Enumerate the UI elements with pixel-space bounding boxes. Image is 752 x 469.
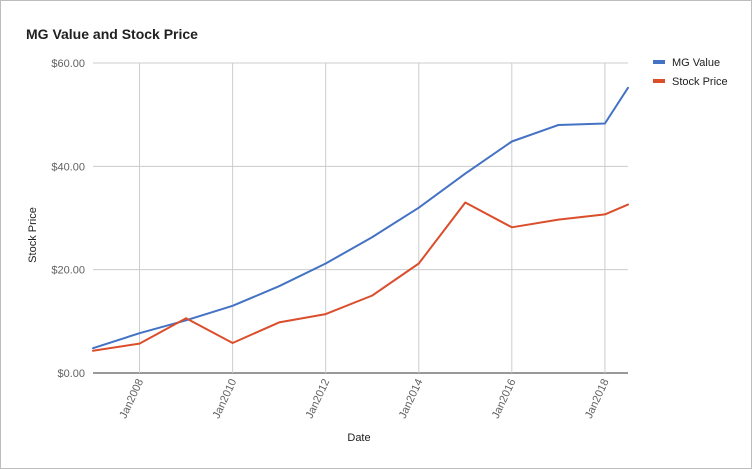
y-tick-label: $0.00 <box>57 368 85 380</box>
x-axis-label: Date <box>347 432 370 444</box>
x-tick-label: Jan2012 <box>304 377 333 420</box>
legend-label-mg-value: MG Value <box>672 57 720 69</box>
series-lines <box>92 86 629 352</box>
y-axis-ticks: $0.00 $20.00 $40.00 $60.00 <box>51 58 85 380</box>
legend-swatch-stock-price <box>653 79 665 83</box>
chart-title: MG Value and Stock Price <box>26 26 198 42</box>
x-tick-label: Jan2018 <box>583 377 612 420</box>
y-tick-label: $60.00 <box>51 58 85 70</box>
gridlines <box>93 62 628 374</box>
y-tick-label: $20.00 <box>51 265 85 277</box>
legend-label-stock-price: Stock Price <box>672 76 728 88</box>
series-line-mg-value <box>92 86 629 350</box>
y-tick-label: $40.00 <box>51 161 85 173</box>
series-line-stock-price <box>92 201 629 352</box>
x-axis-ticks: Jan2008 Jan2010 Jan2012 Jan2014 Jan2016 Jan20… <box>118 377 612 420</box>
x-tick-label: Jan2016 <box>490 377 519 420</box>
legend-swatch-mg-value <box>653 60 665 64</box>
x-tick-label: Jan2010 <box>211 377 240 420</box>
x-tick-label: Jan2014 <box>397 377 426 420</box>
legend: MG Value Stock Price <box>653 57 728 88</box>
x-tick-label: Jan2008 <box>118 377 147 420</box>
y-axis-label: Stock Price <box>27 207 39 263</box>
